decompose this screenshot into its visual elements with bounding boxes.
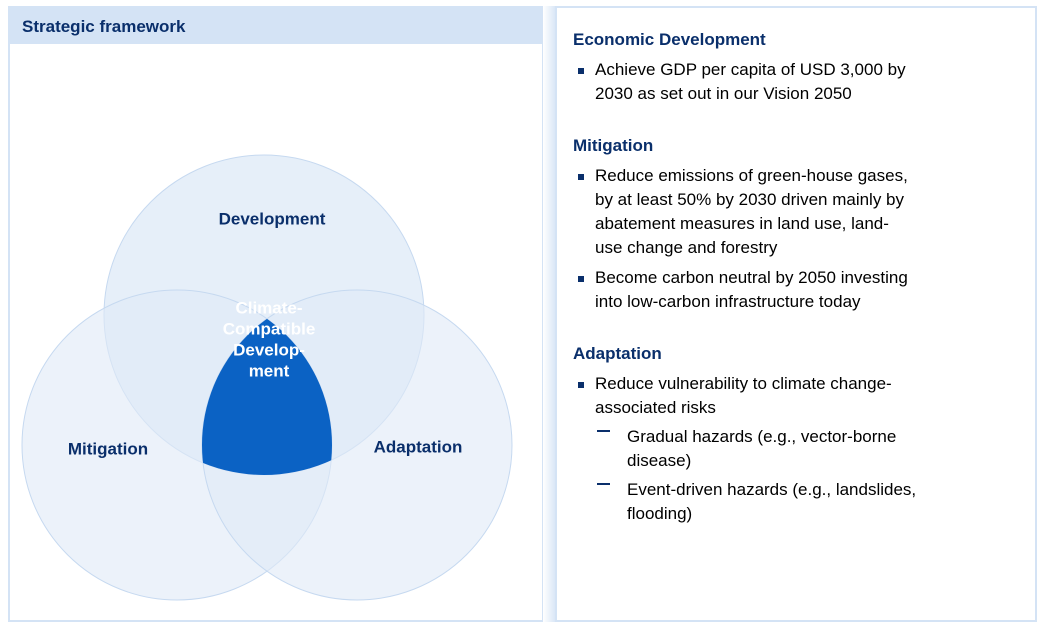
right-panel: Economic Development Achieve GDP per capi… [555, 6, 1037, 622]
sub-text: flooding) [627, 504, 693, 523]
bullet-text: associated risks [595, 398, 716, 417]
sub-text: Event-driven hazards (e.g., landslides, [627, 480, 917, 499]
bullet [578, 174, 584, 180]
center-label: ment [249, 361, 290, 380]
separator [543, 6, 557, 622]
center-label: Climate- [235, 298, 302, 317]
bullet [578, 68, 584, 74]
bullet-text: Achieve GDP per capita of USD 3,000 by [595, 60, 906, 79]
bullet-text: abatement measures in land use, land- [595, 214, 889, 233]
section-heading: Economic Development [573, 30, 766, 49]
bullet [578, 276, 584, 282]
bullet-text: Reduce emissions of green-house gases, [595, 166, 908, 185]
sub-text: Gradual hazards (e.g., vector-borne [627, 427, 897, 446]
center-label: Compatible [223, 319, 316, 338]
bullet-text: by at least 50% by 2030 driven mainly by [595, 190, 905, 209]
panel-title: Strategic framework [22, 17, 186, 36]
section-heading: Mitigation [573, 136, 654, 155]
center-label: Develop- [233, 340, 305, 359]
bullet-text: 2030 as set out in our Vision 2050 [595, 84, 852, 103]
bullet-text: into low-carbon infrastructure today [595, 292, 861, 311]
label-top: Development [219, 209, 326, 228]
section-heading: Adaptation [573, 344, 662, 363]
label-left: Mitigation [68, 439, 148, 458]
venn-diagram: Development Mitigation Adaptation Climat… [21, 154, 513, 601]
dash [597, 430, 610, 432]
dash [597, 483, 610, 485]
sub-text: disease) [627, 451, 692, 470]
bullet [578, 382, 584, 388]
left-panel: Strategic framework Development Mitigati… [8, 6, 544, 622]
bullet-text: Become carbon neutral by 2050 investing [595, 268, 908, 287]
bullet-text: Reduce vulnerability to climate change- [595, 374, 892, 393]
panel-header: Strategic framework [10, 8, 542, 44]
bullet-text: use change and forestry [595, 238, 778, 257]
label-right: Adaptation [374, 437, 463, 456]
